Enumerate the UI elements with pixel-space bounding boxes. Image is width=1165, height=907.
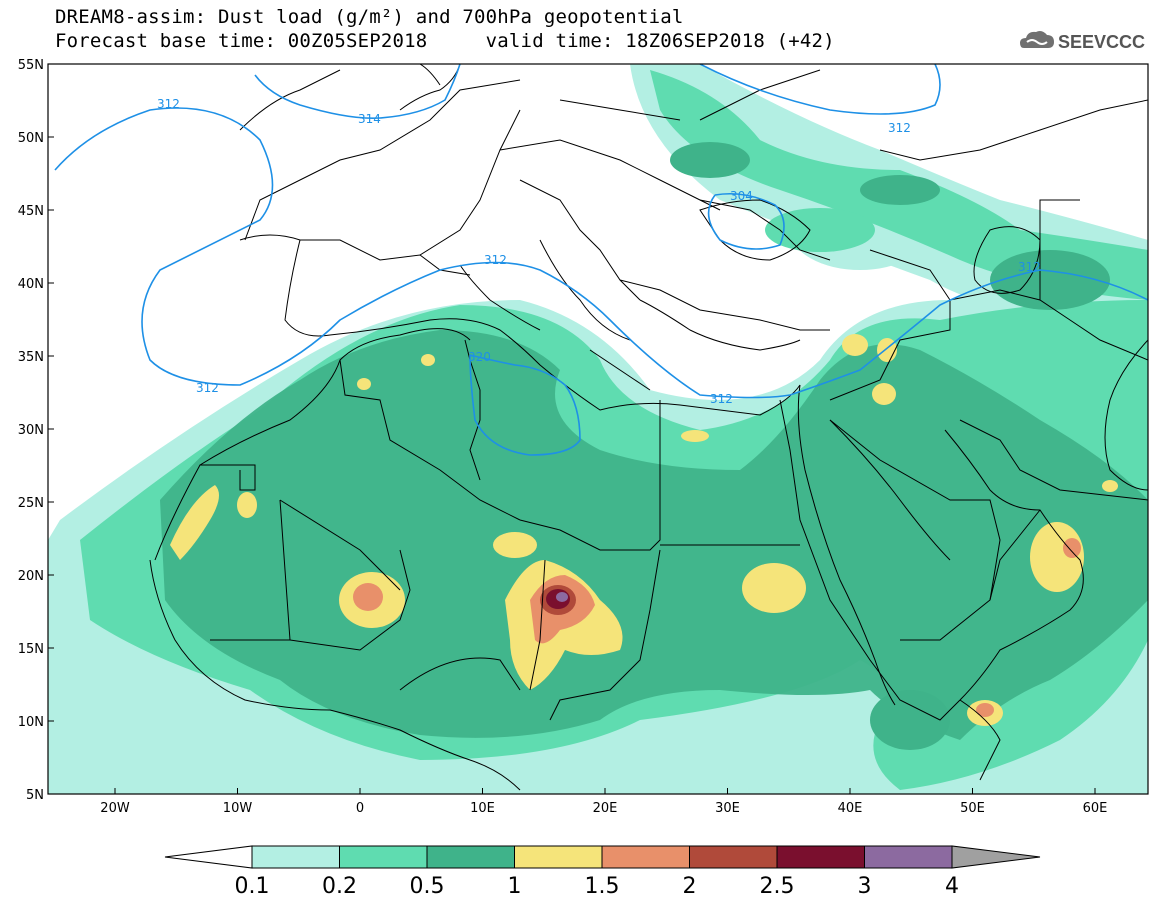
- lon-tick-label: 40E: [838, 801, 863, 816]
- lat-tick-label: 5N: [26, 788, 44, 803]
- contour-labels: 312 314 312 304 312 312 320 312 312: [157, 97, 1041, 406]
- contour-label: 320: [468, 350, 491, 364]
- logo-text: SEEVCCC: [1058, 32, 1145, 52]
- latitude-axis: 55N 50N 45N 40N 35N 30N 25N 20N 15N 10N 5N: [18, 58, 54, 803]
- lon-tick-label: 30E: [715, 801, 740, 816]
- lon-tick-label: 50E: [960, 801, 985, 816]
- lat-tick-label: 30N: [18, 423, 44, 438]
- map-title: DREAM8-assim: Dust load (g/m²) and 700hP…: [55, 6, 684, 28]
- lon-tick-label: 10E: [470, 801, 495, 816]
- lat-tick-label: 55N: [18, 58, 44, 73]
- contour-label: 312: [888, 121, 911, 135]
- lat-tick-label: 15N: [18, 642, 44, 657]
- contour-label: 314: [358, 112, 381, 126]
- lon-tick-label: 60E: [1083, 801, 1108, 816]
- dust-level-3: [556, 592, 568, 602]
- lat-tick-label: 10N: [18, 715, 44, 730]
- contour-label: 312: [710, 392, 733, 406]
- lon-tick-label: 0: [356, 801, 364, 816]
- lon-tick-label: 10W: [223, 801, 253, 816]
- contour-label: 312: [1018, 260, 1041, 274]
- lon-tick-label: 20W: [100, 801, 130, 816]
- lon-tick-label: 20E: [593, 801, 618, 816]
- lat-tick-label: 20N: [18, 569, 44, 584]
- longitude-axis: 20W 10W 0 10E 20E 30E 40E 50E 60E: [100, 788, 1107, 816]
- contour-label: 312: [196, 381, 219, 395]
- map-subtitle: Forecast base time: 00Z05SEP2018 valid t…: [55, 30, 835, 52]
- lat-tick-label: 50N: [18, 131, 44, 146]
- contour-label: 312: [157, 97, 180, 111]
- contour-label: 304: [730, 189, 753, 203]
- contour-label: 312: [484, 253, 507, 267]
- lat-tick-label: 45N: [18, 204, 44, 219]
- country-borders: [48, 64, 1148, 794]
- lat-tick-label: 35N: [18, 350, 44, 365]
- lat-tick-label: 40N: [18, 277, 44, 292]
- geopotential-contours: [54, 64, 1148, 456]
- cloud-logo-icon: SEEVCCC: [1020, 31, 1145, 52]
- lat-tick-label: 25N: [18, 496, 44, 511]
